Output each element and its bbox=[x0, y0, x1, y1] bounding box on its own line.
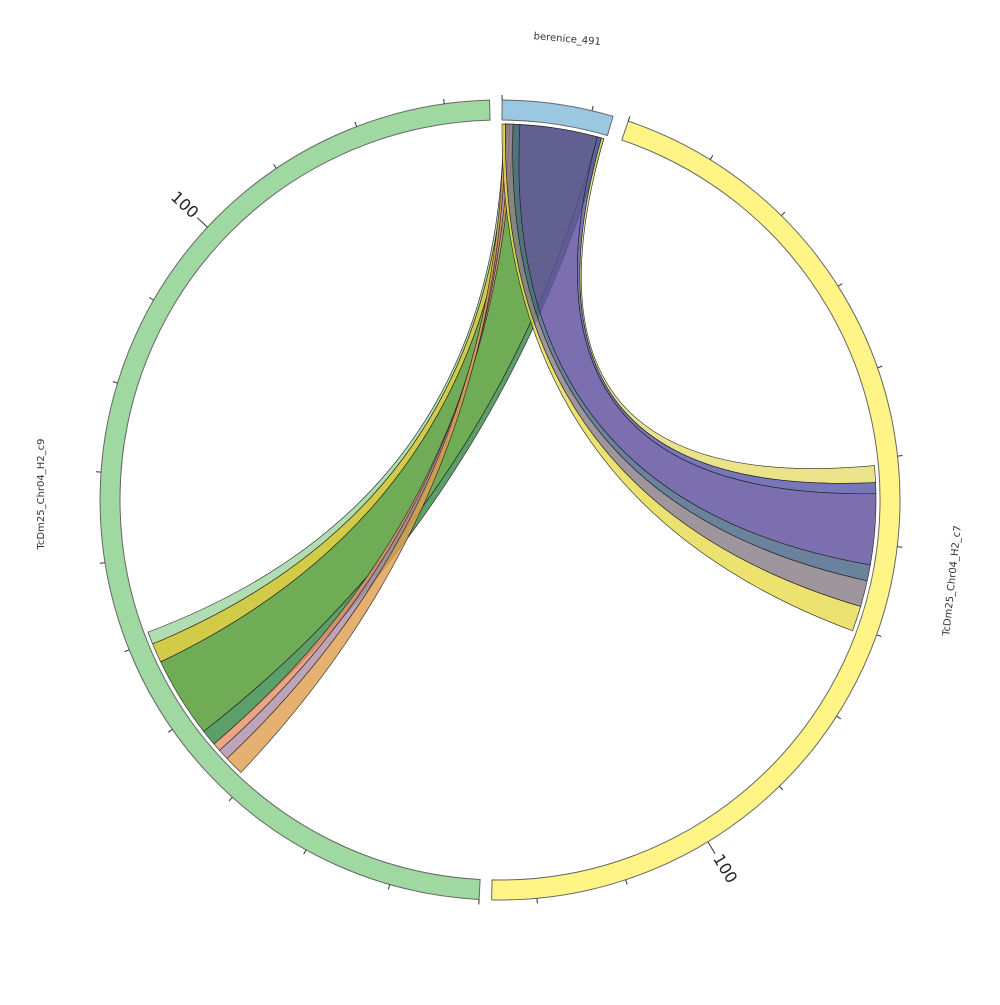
tick-mark bbox=[781, 212, 785, 216]
link-9[interactable] bbox=[519, 125, 876, 565]
tick-mark bbox=[877, 635, 882, 637]
tick-mark bbox=[113, 382, 118, 383]
segment-label-c9: TcDm25_Chr04_H2_c9 bbox=[36, 439, 47, 551]
tick-mark bbox=[897, 547, 902, 548]
tick-mark bbox=[708, 842, 715, 854]
tick-mark bbox=[274, 164, 277, 168]
tick-mark bbox=[626, 880, 628, 885]
tick-mark bbox=[710, 155, 713, 159]
tick-mark bbox=[149, 298, 153, 301]
tick-mark bbox=[444, 99, 445, 104]
segment-label-berenice: berenice_491 bbox=[533, 31, 601, 48]
segment-label-c7: TcDm25_Chr04_H2_c7 bbox=[941, 525, 964, 638]
tick-mark bbox=[355, 122, 357, 127]
tick-mark bbox=[592, 106, 593, 111]
tick-mark bbox=[388, 885, 389, 890]
tick-mark bbox=[779, 786, 782, 790]
tick-mark bbox=[878, 366, 883, 368]
tick-mark bbox=[168, 729, 172, 732]
tick-mark bbox=[898, 456, 903, 457]
tick-mark bbox=[304, 850, 306, 854]
tick-mark bbox=[197, 218, 207, 228]
tick-mark bbox=[229, 797, 232, 801]
tick-mark bbox=[124, 650, 129, 652]
tick-mark bbox=[838, 284, 842, 287]
tick-mark bbox=[837, 716, 841, 719]
tick-label: 100 bbox=[167, 187, 202, 222]
tick-label: 100 bbox=[709, 851, 741, 887]
tick-mark bbox=[100, 563, 105, 564]
tick-mark bbox=[628, 116, 630, 121]
